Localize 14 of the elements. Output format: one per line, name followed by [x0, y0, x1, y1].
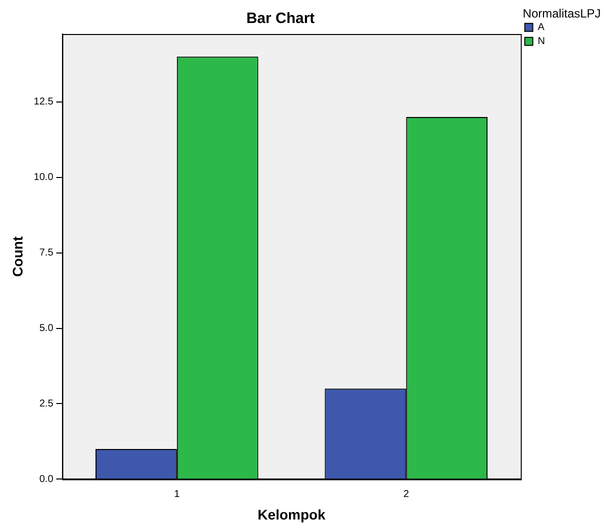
y-tick-label: 0.0	[39, 474, 54, 485]
y-tick-label: 5.0	[39, 323, 54, 334]
x-tick-label: 2	[403, 488, 410, 500]
x-axis-title: Kelompok	[258, 506, 326, 522]
legend-label: N	[538, 36, 546, 48]
y-tick-label: 12.5	[34, 96, 54, 108]
y-tick-label: 2.5	[39, 398, 54, 410]
legend-label: A	[538, 22, 545, 34]
x-tick-label: 1	[174, 488, 180, 500]
legend-title: NormalitasLPJ	[522, 6, 601, 20]
y-axis-title: Count	[9, 236, 26, 277]
y-tick-label: 10.0	[34, 172, 54, 184]
chart-title: Bar Chart	[246, 10, 315, 28]
y-tick-label: 7.5	[39, 248, 54, 259]
